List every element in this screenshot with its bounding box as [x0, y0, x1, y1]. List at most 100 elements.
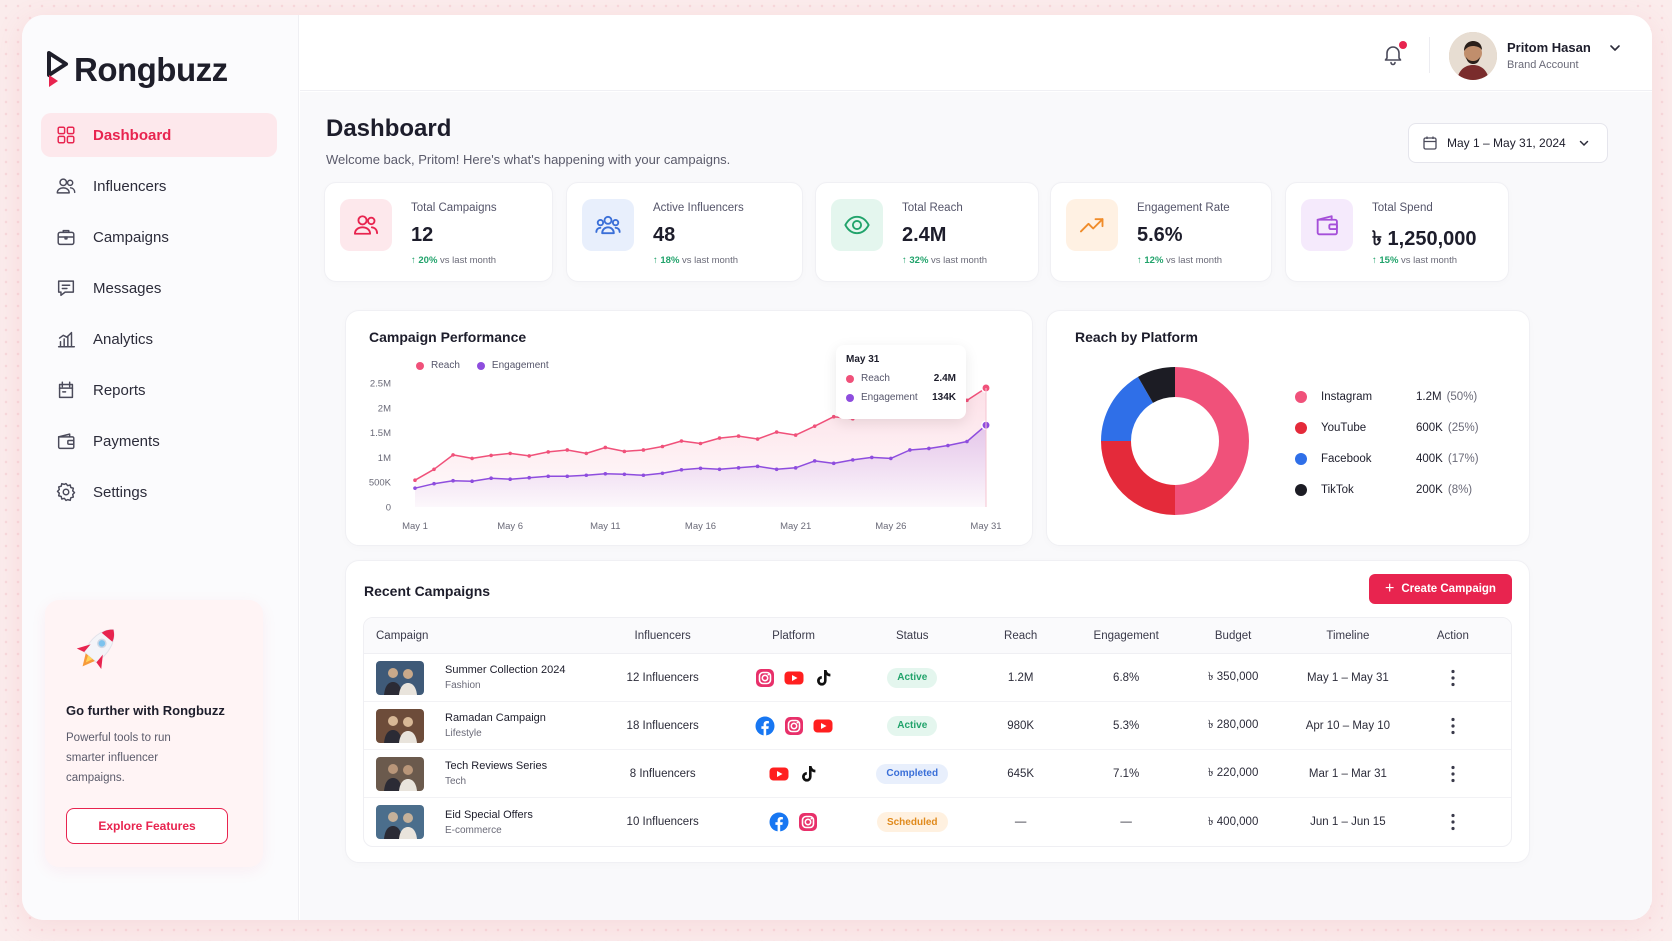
data-point-engagement	[565, 474, 570, 479]
sidebar-item-dashboard[interactable]: Dashboard	[41, 113, 277, 157]
donut-slice-youtube[interactable]	[1101, 441, 1175, 515]
sidebar-item-reports[interactable]: Reports	[41, 368, 277, 412]
stat-card-total-reach[interactable]: Total Reach 2.4M ↑ 32% vs last month	[815, 182, 1039, 282]
platforms-cell	[717, 764, 870, 784]
column-header-timeline[interactable]: Timeline	[1326, 629, 1370, 642]
explore-features-button[interactable]: Explore Features	[66, 808, 228, 844]
data-point-reach	[660, 444, 665, 449]
sidebar-item-influencers[interactable]: Influencers	[41, 164, 277, 208]
status-badge: Active	[887, 667, 938, 688]
reach-cell: 1.2M	[1007, 671, 1034, 684]
table-row[interactable]: Eid Special Offers E-commerce 10 Influen…	[364, 798, 1511, 846]
column-header-action[interactable]: Action	[1436, 629, 1469, 642]
campaign-name[interactable]: Ramadan Campaign	[445, 712, 546, 724]
data-point-engagement	[584, 473, 589, 478]
legend-item-facebook[interactable]: Facebook 400K (17%)	[1295, 443, 1525, 474]
users-icon	[340, 199, 392, 251]
campaign-category: Lifestyle	[445, 728, 482, 739]
legend-percent: (50%)	[1446, 390, 1478, 403]
campaign-name[interactable]: Tech Reviews Series	[445, 760, 548, 772]
legend-value: 600K	[1416, 421, 1443, 434]
chevron-down-icon[interactable]	[1608, 41, 1622, 55]
campaign-name[interactable]: Summer Collection 2024	[445, 664, 566, 676]
more-options-icon[interactable]	[1451, 717, 1455, 735]
column-header-platform[interactable]: Platform	[772, 629, 815, 642]
stat-card-engagement-rate[interactable]: Engagement Rate 5.6% ↑ 12% vs last month	[1050, 182, 1272, 282]
table-row[interactable]: Ramadan Campaign Lifestyle 18 Influencer…	[364, 702, 1511, 750]
campaign-cell: Summer Collection 2024 Fashion	[364, 660, 608, 695]
tooltip-date: May 31	[846, 354, 880, 365]
data-point-reach	[584, 451, 589, 456]
more-options-icon[interactable]	[1451, 765, 1455, 783]
stat-trend: ↑ 20% vs last month	[411, 255, 496, 266]
data-point-engagement	[622, 472, 627, 477]
data-point-reach	[812, 424, 817, 428]
table-row[interactable]: Tech Reviews Series Tech 8 Influencers C…	[364, 750, 1511, 798]
sidebar-item-payments[interactable]: Payments	[41, 419, 277, 463]
column-header-status[interactable]: Status	[895, 629, 929, 642]
donut-slice-tiktok[interactable]	[1138, 367, 1175, 403]
sidebar-item-label: Reports	[93, 381, 146, 399]
stat-card-total-spend[interactable]: Total Spend ৳ 1,250,000 ↑ 15% vs last mo…	[1285, 182, 1509, 282]
data-point-reach	[698, 441, 703, 446]
donut-slice-facebook[interactable]	[1101, 376, 1153, 441]
platform-donut-chart[interactable]	[1047, 311, 1287, 547]
data-point-reach	[489, 453, 493, 458]
users-icon	[55, 175, 93, 197]
legend-item-tiktok[interactable]: TikTok 200K (8%)	[1295, 474, 1525, 505]
data-point-reach	[413, 478, 417, 483]
status-badge: Completed	[876, 763, 949, 784]
column-header-engagement[interactable]: Engagement	[1093, 629, 1159, 642]
logo-mark-icon	[47, 51, 68, 87]
data-point-engagement	[736, 466, 741, 470]
table-body: Summer Collection 2024 Fashion 12 Influe…	[364, 654, 1511, 846]
reach-cell: 645K	[1007, 767, 1035, 780]
data-point-engagement	[679, 468, 684, 472]
action-cell	[1395, 669, 1511, 687]
data-point-reach	[527, 454, 531, 458]
campaign-name[interactable]: Eid Special Offers	[445, 808, 533, 821]
column-header-reach[interactable]: Reach	[1004, 629, 1038, 642]
status-cell: Active	[870, 715, 954, 736]
tiktok-icon	[798, 764, 818, 784]
user-name[interactable]: Pritom Hasan	[1507, 40, 1591, 55]
legend-percent: (25%)	[1447, 421, 1479, 434]
stat-change: 18%	[660, 255, 680, 266]
create-campaign-button[interactable]: + Create Campaign	[1369, 574, 1512, 604]
topbar: Pritom Hasan Brand Account	[300, 15, 1652, 91]
more-options-icon[interactable]	[1451, 813, 1455, 831]
table-row[interactable]: Summer Collection 2024 Fashion 12 Influe…	[364, 654, 1511, 702]
stat-card-active-influencers[interactable]: Active Influencers 48 ↑ 18% vs last mont…	[566, 182, 803, 282]
chart-title: Campaign Performance	[369, 329, 527, 345]
column-header-campaign[interactable]: Campaign	[376, 629, 429, 642]
notification-bell-icon[interactable]	[1381, 42, 1405, 66]
column-header-influencers[interactable]: Influencers	[634, 629, 691, 642]
sidebar-item-settings[interactable]: Settings	[41, 470, 277, 514]
sidebar-item-label: Influencers	[93, 177, 167, 195]
logo[interactable]: Rongbuzz	[46, 51, 228, 89]
promo-card: Go further with Rongbuzz Powerful tools …	[45, 600, 263, 867]
trend-up-icon	[1066, 199, 1118, 251]
stat-change-note: vs last month	[931, 255, 988, 266]
legend-item-reach[interactable]: Reach	[416, 360, 460, 371]
sidebar-item-messages[interactable]: Messages	[41, 266, 277, 310]
avatar[interactable]	[1449, 32, 1497, 80]
sidebar-item-campaigns[interactable]: Campaigns	[41, 215, 277, 259]
x-tick-label: May 16	[685, 521, 716, 532]
legend-item-instagram[interactable]: Instagram 1.2M (50%)	[1295, 381, 1525, 412]
sidebar-item-analytics[interactable]: Analytics	[41, 317, 277, 361]
more-options-icon[interactable]	[1451, 669, 1455, 687]
chart-legend: Reach Engagement	[416, 360, 566, 371]
column-header-budget[interactable]: Budget	[1214, 629, 1252, 642]
date-range-picker[interactable]: May 1 – May 31, 2024	[1408, 123, 1608, 163]
data-point-engagement	[755, 464, 760, 469]
donut-slice-instagram[interactable]	[1175, 367, 1249, 515]
legend-label: Reach	[431, 360, 460, 371]
legend-item-youtube[interactable]: YouTube 600K (25%)	[1295, 412, 1525, 443]
trend-up-arrow-icon: ↑	[1137, 255, 1145, 266]
data-point-reach	[508, 451, 512, 456]
legend-item-engagement[interactable]: Engagement	[476, 360, 549, 371]
stat-card-total-campaigns[interactable]: Total Campaigns 12 ↑ 20% vs last month	[324, 182, 553, 282]
x-tick-label: May 31	[970, 521, 1001, 532]
data-point-reach	[965, 398, 969, 403]
